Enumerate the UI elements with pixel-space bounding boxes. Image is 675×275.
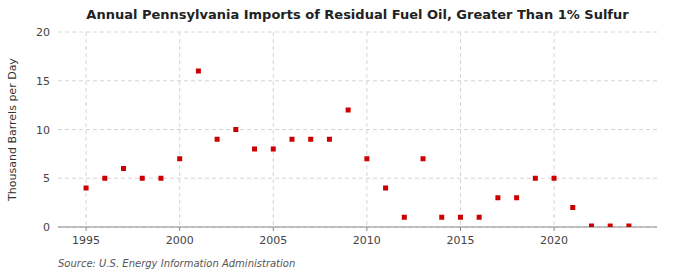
x-axis-line	[58, 227, 657, 228]
y-tick-label: 0	[43, 221, 50, 234]
x-grid-line	[273, 32, 274, 227]
point	[402, 215, 407, 220]
x-grid-line	[460, 32, 461, 227]
point	[608, 224, 613, 227]
point	[589, 224, 594, 227]
point	[289, 137, 294, 142]
point	[158, 176, 163, 181]
x-tick	[554, 227, 555, 231]
chart: 0 5 10 15 20 1995 2000 2005 2010 2015 2020 Annual P…	[0, 0, 675, 275]
point	[177, 156, 182, 161]
x-grid-line	[86, 32, 87, 227]
y-tick-label: 15	[36, 75, 50, 88]
x-tick-label: 2015	[446, 234, 474, 247]
x-tick-label: 2020	[540, 234, 568, 247]
point	[570, 205, 575, 210]
point	[308, 137, 313, 142]
source: Source: U.S. Energy Information Administ…	[58, 258, 295, 269]
point	[552, 176, 557, 181]
point	[215, 137, 220, 142]
title: Annual Pennsylvania Imports of Residual …	[86, 7, 629, 22]
y-tick-label: 5	[43, 172, 50, 185]
point	[383, 186, 388, 191]
point	[421, 156, 426, 161]
x-tick-label: 2000	[166, 234, 194, 247]
grid	[58, 32, 657, 227]
point	[477, 215, 482, 220]
point	[271, 147, 276, 152]
point	[346, 108, 351, 113]
y-axis-label: Thousand Barrels per Day	[6, 58, 19, 202]
point	[140, 176, 145, 181]
y-grid-line	[58, 32, 657, 33]
point	[84, 186, 89, 191]
x-grid-line	[179, 32, 180, 227]
x-tick-label: 2005	[259, 234, 287, 247]
x-tick	[86, 227, 87, 231]
point	[233, 127, 238, 132]
point	[364, 156, 369, 161]
x-tick	[460, 227, 461, 231]
x-grid-line	[366, 32, 367, 227]
point	[626, 224, 631, 227]
point	[252, 147, 257, 152]
point	[495, 195, 500, 200]
point	[439, 215, 444, 220]
x-tick	[179, 227, 180, 231]
x-tick	[273, 227, 274, 231]
y-grid-line	[58, 129, 657, 130]
y-tick-label: 20	[36, 26, 50, 39]
point	[533, 176, 538, 181]
chart-container: 0 5 10 15 20 1995 2000 2005 2010 2015 2020 Annual P…	[0, 0, 675, 275]
point	[102, 176, 107, 181]
x-grid-line	[554, 32, 555, 227]
point	[196, 69, 201, 74]
point	[327, 137, 332, 142]
y-grid-line	[58, 80, 657, 81]
y-tick-label: 10	[36, 124, 50, 137]
y-grid-line	[58, 227, 657, 228]
y-grid-line	[58, 178, 657, 179]
points	[84, 69, 632, 228]
x-tick-label: 1995	[72, 234, 100, 247]
point	[514, 195, 519, 200]
x-tick-label: 2010	[353, 234, 381, 247]
point	[121, 166, 126, 171]
point	[458, 215, 463, 220]
x-tick	[366, 227, 367, 231]
